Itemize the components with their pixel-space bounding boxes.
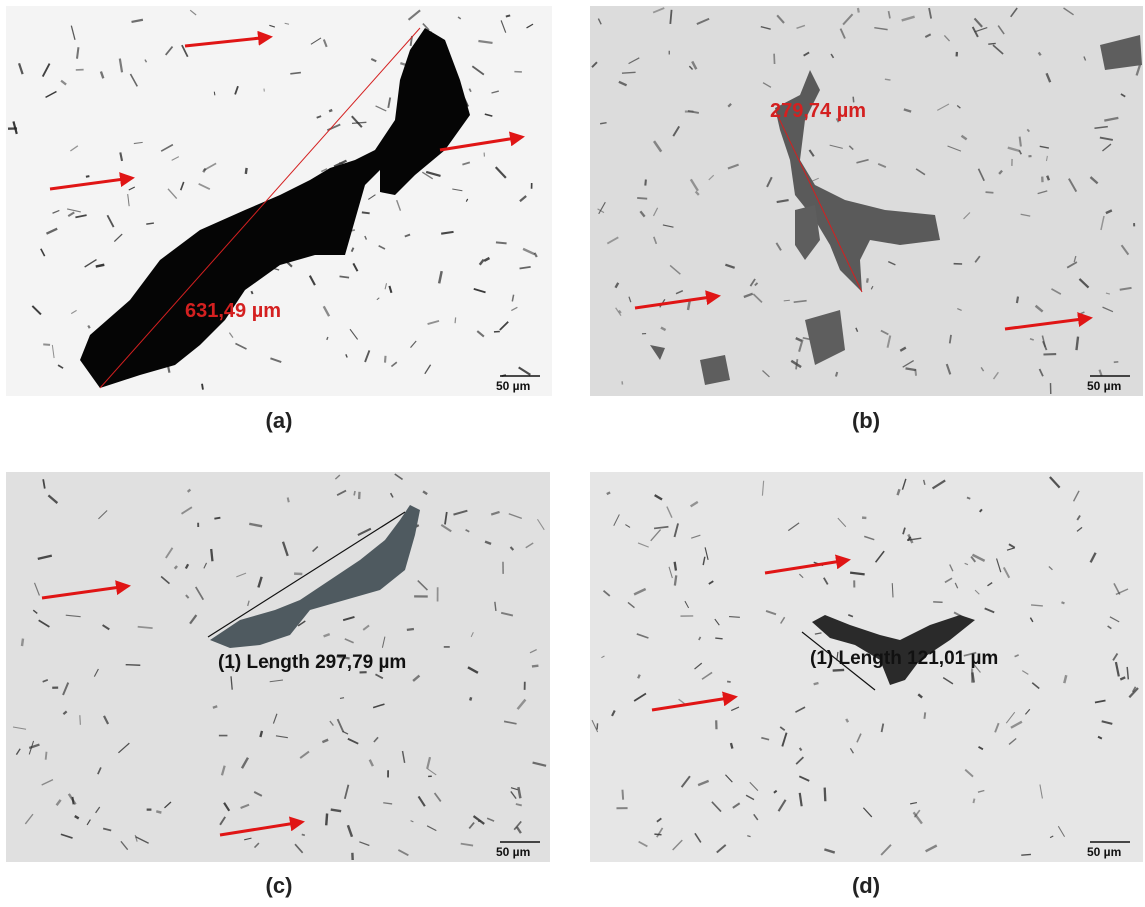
panel-label: (b) bbox=[852, 408, 880, 433]
speck bbox=[1061, 602, 1064, 603]
speck bbox=[814, 683, 819, 684]
speck bbox=[825, 788, 826, 802]
speck bbox=[88, 326, 90, 329]
speck bbox=[288, 497, 289, 502]
speck bbox=[260, 731, 262, 737]
speck bbox=[858, 8, 859, 13]
speck bbox=[354, 491, 355, 495]
measurement: (1) Length 121,01 µm bbox=[810, 648, 998, 669]
speck bbox=[867, 278, 868, 282]
speck bbox=[478, 821, 481, 822]
speck bbox=[600, 123, 606, 124]
speck bbox=[986, 192, 994, 193]
speck bbox=[302, 834, 305, 835]
speck bbox=[385, 356, 386, 363]
speck bbox=[202, 384, 203, 390]
speck bbox=[950, 335, 951, 344]
panel-label: (c) bbox=[266, 873, 293, 898]
speck bbox=[731, 743, 732, 749]
speck bbox=[329, 110, 332, 111]
speck bbox=[407, 629, 414, 630]
speck bbox=[214, 92, 215, 96]
speck bbox=[80, 715, 81, 725]
speck bbox=[46, 752, 47, 760]
micrograph-b bbox=[590, 6, 1143, 396]
speck bbox=[339, 163, 343, 164]
speck bbox=[670, 10, 671, 24]
scale-bar-label: 50 µm bbox=[496, 379, 530, 393]
speck bbox=[715, 638, 722, 639]
speck bbox=[1020, 137, 1021, 147]
panel-label: (d) bbox=[852, 873, 880, 898]
speck bbox=[96, 265, 105, 267]
scale-bar-label: 50 µm bbox=[1087, 379, 1121, 393]
speck bbox=[1031, 605, 1043, 606]
speck bbox=[924, 712, 925, 718]
speck bbox=[331, 810, 341, 812]
speck bbox=[688, 300, 690, 310]
speck bbox=[972, 672, 973, 682]
speck bbox=[729, 617, 740, 618]
speck bbox=[973, 799, 974, 803]
speck bbox=[637, 198, 647, 199]
speck bbox=[1047, 176, 1049, 181]
speck bbox=[622, 790, 623, 800]
speck bbox=[214, 518, 220, 519]
speck bbox=[988, 43, 995, 44]
speck bbox=[340, 698, 344, 699]
speck bbox=[638, 675, 640, 679]
speck bbox=[506, 15, 510, 16]
speck bbox=[43, 344, 50, 345]
measurement: 279,74 µm bbox=[770, 100, 866, 122]
speck bbox=[892, 583, 893, 597]
speck bbox=[213, 706, 217, 707]
speck bbox=[836, 372, 837, 376]
speck bbox=[496, 242, 507, 243]
speck bbox=[77, 47, 78, 58]
speck bbox=[675, 562, 676, 571]
speck bbox=[86, 176, 89, 177]
panel-label: (a) bbox=[266, 408, 293, 433]
measurement: (1) Length 297,79 µm bbox=[218, 652, 406, 673]
speck bbox=[607, 492, 610, 494]
speck bbox=[645, 180, 646, 186]
speck bbox=[967, 497, 970, 498]
speck bbox=[846, 719, 848, 722]
speck bbox=[156, 811, 161, 812]
speck bbox=[622, 72, 636, 73]
speck bbox=[470, 697, 471, 700]
speck bbox=[246, 168, 247, 174]
speck bbox=[211, 549, 212, 561]
speck bbox=[22, 639, 23, 647]
speck bbox=[455, 317, 456, 323]
speck bbox=[675, 575, 676, 585]
speck bbox=[126, 665, 141, 666]
speck bbox=[362, 212, 370, 213]
speck bbox=[326, 814, 327, 826]
speck bbox=[1076, 337, 1078, 350]
speck bbox=[1021, 854, 1031, 855]
speck bbox=[175, 566, 177, 569]
speck bbox=[833, 670, 844, 671]
speck bbox=[532, 666, 538, 667]
speck bbox=[784, 300, 790, 301]
scale-bar-label: 50 µm bbox=[1087, 845, 1121, 859]
speck bbox=[747, 836, 750, 837]
speck bbox=[1017, 297, 1018, 304]
speck bbox=[251, 291, 252, 294]
measurement: 631,49 µm bbox=[185, 300, 281, 322]
scale-bar-label: 50 µm bbox=[496, 845, 530, 859]
figure: 631,49 µm 279,74 µm (1) Length 297,79 µm… bbox=[0, 0, 1145, 902]
speck bbox=[885, 79, 891, 80]
